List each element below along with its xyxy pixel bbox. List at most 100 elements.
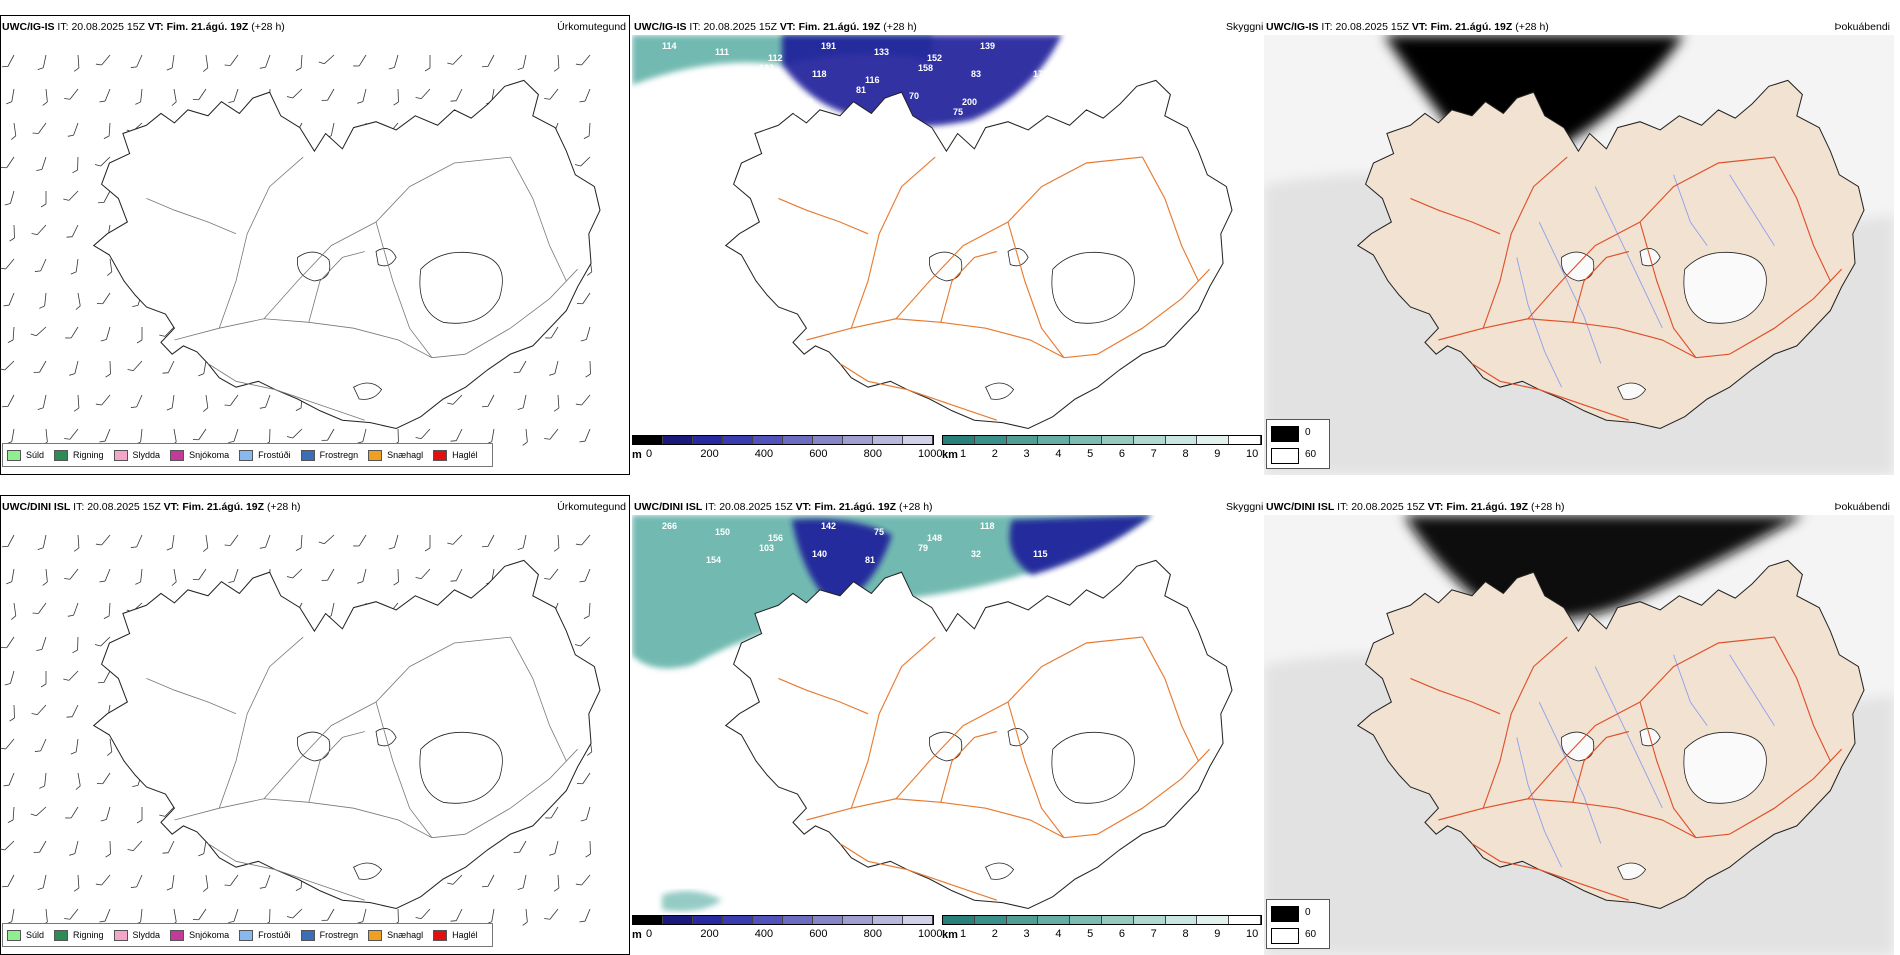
wind-barb — [544, 566, 558, 582]
wind-barb — [96, 532, 110, 547]
wind-barb — [518, 534, 526, 551]
wind-barb-feather — [585, 854, 590, 857]
colorbar-tick-label: 600 — [809, 448, 827, 460]
wind-barb — [2, 53, 14, 69]
wind-barb-feather — [518, 547, 524, 551]
cloud-base-label: 81 — [750, 91, 760, 101]
wind-barb-staff — [36, 327, 46, 336]
wind-barb-staff — [78, 395, 79, 408]
wind-barb — [35, 737, 46, 754]
wind-barb-staff — [206, 55, 208, 68]
wind-barb-staff — [46, 89, 47, 102]
wind-barb-feather — [522, 922, 527, 926]
wind-barb-staff — [70, 569, 78, 579]
wind-barb-feather — [104, 136, 109, 139]
wind-barb — [66, 223, 78, 240]
colorbar-segment — [633, 916, 663, 924]
wind-barb — [357, 568, 366, 585]
wind-barb-feather — [389, 66, 395, 70]
wind-barb-staff — [488, 55, 494, 66]
colorbar-segment — [783, 916, 813, 924]
wind-barb-feather — [544, 576, 550, 581]
wind-barb-staff — [137, 875, 142, 887]
colorbar-tick-label: 10 — [1246, 448, 1258, 460]
fog-legend: 0 60 — [1266, 899, 1330, 949]
legend-item: Rigning — [54, 450, 104, 461]
wind-barb-feather — [74, 888, 79, 891]
wind-barb-feather — [107, 752, 112, 756]
colorbar-tick-label: 6 — [1119, 448, 1125, 460]
wind-barb-staff — [394, 55, 398, 67]
cloud-base-label: 63 — [847, 113, 857, 123]
wind-barb — [169, 89, 177, 106]
wind-barb-staff — [453, 55, 462, 64]
model-name: UWC/IG-IS — [1266, 21, 1319, 33]
wind-barb-staff — [78, 875, 79, 888]
panel-title: UWC/DINI ISL IT: 20.08.2025 15Z VT: Fim.… — [634, 501, 933, 513]
colorbar-tick-label: 200 — [700, 448, 718, 460]
wind-barb — [287, 905, 302, 920]
wind-barb-feather — [137, 820, 142, 823]
wind-barb-staff — [582, 395, 590, 405]
wind-barb — [521, 429, 528, 445]
wind-barb — [9, 705, 15, 721]
wind-barb — [105, 841, 111, 857]
wind-barb-feather — [74, 548, 79, 551]
wind-barb-staff — [75, 361, 78, 374]
precip-map — [0, 515, 630, 955]
cloud-base-label: 156 — [768, 533, 783, 543]
colorbar-tick-label: 9 — [1214, 448, 1220, 460]
wind-barb — [65, 324, 78, 340]
panel-name: Þokuábendi — [1835, 21, 1890, 33]
cloud-base-label: 103 — [759, 543, 774, 553]
wind-barb-feather — [171, 582, 176, 586]
wind-barb-staff — [76, 259, 78, 272]
wind-barb-staff — [520, 841, 527, 852]
wind-barb — [137, 327, 142, 343]
wind-barb-staff — [523, 535, 526, 548]
cloud-base-label: 84 — [741, 119, 751, 129]
wind-barb-feather — [203, 548, 208, 552]
colorbar-segment — [1102, 916, 1134, 924]
wind-barb-feather — [416, 95, 422, 101]
wind-barb-feather — [35, 269, 41, 274]
wind-barb — [357, 88, 366, 105]
legend-swatch — [114, 930, 128, 941]
wind-barb-feather — [42, 102, 47, 106]
wind-barb-staff — [581, 157, 590, 166]
valid-time: Fim. 21.ágú. 19Z — [799, 21, 881, 33]
wind-barb-staff — [293, 429, 302, 438]
wind-barb — [64, 86, 78, 102]
wind-barb-staff — [110, 739, 112, 752]
colorbar-segment — [813, 436, 843, 444]
wind-barb — [577, 770, 590, 786]
wind-barb — [33, 600, 46, 616]
wind-barb-feather — [107, 272, 112, 276]
colorbar-tick-label: 800 — [864, 928, 882, 940]
wind-barb-staff — [230, 55, 238, 66]
wind-barb — [41, 89, 48, 105]
colorbar-tick-label: 0 — [646, 928, 652, 940]
legend-label: Frostregn — [320, 930, 359, 940]
panel-title: UWC/IG-IS IT: 20.08.2025 15Z VT: Fim. 21… — [2, 21, 285, 33]
wind-barb-staff — [266, 55, 270, 67]
wind-barb-staff — [523, 875, 526, 888]
wind-barb-staff — [40, 841, 47, 852]
wind-barb-staff — [103, 293, 110, 304]
wind-barb-feather — [66, 714, 72, 719]
wind-barb — [41, 569, 48, 585]
wind-barb-staff — [172, 395, 174, 408]
wind-barb-staff — [14, 603, 16, 616]
wind-barb — [65, 804, 78, 820]
wind-barb-staff — [71, 807, 78, 818]
legend-swatch — [54, 450, 68, 461]
cloud-base-label: 148 — [927, 533, 942, 543]
wind-barb-feather — [96, 542, 102, 548]
legend-label: Rigning — [73, 930, 104, 940]
wind-barb-feather — [5, 682, 11, 686]
lead-time: (+28 h) — [899, 501, 933, 513]
wind-barb-staff — [43, 535, 46, 548]
wind-barb — [71, 258, 78, 275]
wind-barb-feather — [260, 406, 266, 411]
wind-barb — [581, 326, 590, 343]
